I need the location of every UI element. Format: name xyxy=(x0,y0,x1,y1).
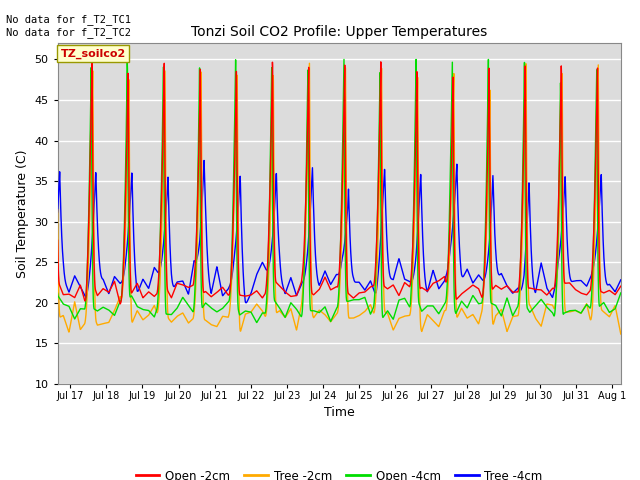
Text: TZ_soilco2: TZ_soilco2 xyxy=(60,48,125,59)
X-axis label: Time: Time xyxy=(324,407,355,420)
Y-axis label: Soil Temperature (C): Soil Temperature (C) xyxy=(16,149,29,278)
Text: No data for f_T2_TC1
No data for f_T2_TC2: No data for f_T2_TC1 No data for f_T2_TC… xyxy=(6,14,131,38)
Legend: Open -2cm, Tree -2cm, Open -4cm, Tree -4cm: Open -2cm, Tree -2cm, Open -4cm, Tree -4… xyxy=(131,465,547,480)
Title: Tonzi Soil CO2 Profile: Upper Temperatures: Tonzi Soil CO2 Profile: Upper Temperatur… xyxy=(191,25,487,39)
